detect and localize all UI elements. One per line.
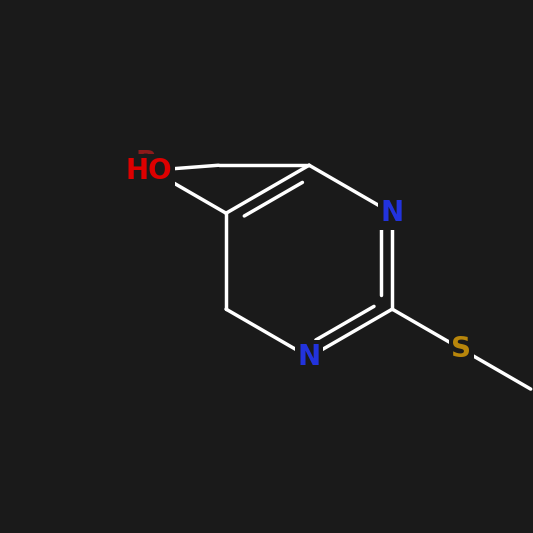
Text: N: N — [297, 343, 321, 371]
Text: Br: Br — [135, 149, 171, 176]
Text: N: N — [381, 199, 404, 227]
Text: S: S — [451, 335, 472, 363]
Text: HO: HO — [126, 157, 173, 184]
